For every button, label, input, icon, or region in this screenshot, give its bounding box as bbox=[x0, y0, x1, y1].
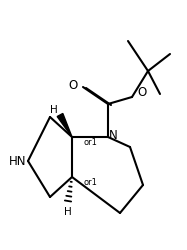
Text: H: H bbox=[50, 104, 58, 115]
Text: H: H bbox=[64, 206, 72, 216]
Text: or1: or1 bbox=[84, 178, 98, 187]
Text: O: O bbox=[68, 79, 78, 92]
Polygon shape bbox=[57, 114, 72, 138]
Text: O: O bbox=[137, 86, 147, 99]
Text: N: N bbox=[109, 129, 117, 142]
Text: or1: or1 bbox=[84, 138, 98, 147]
Text: HN: HN bbox=[9, 155, 27, 168]
